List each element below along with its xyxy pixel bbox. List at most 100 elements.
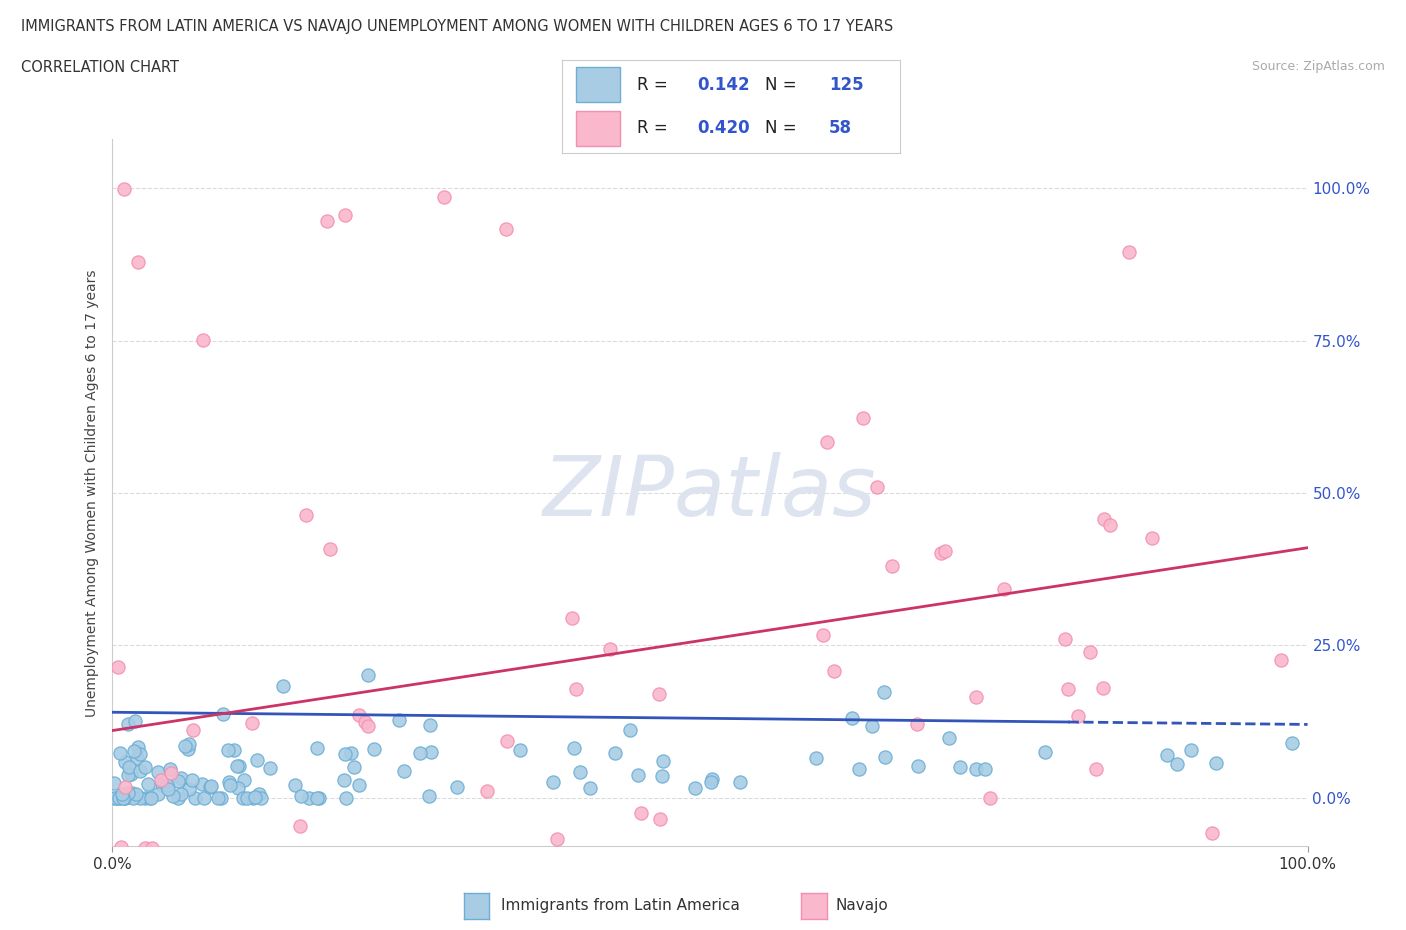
Point: [120, 851, 142, 866]
Point: [217, 743, 239, 758]
Point: [112, 790, 135, 805]
Point: [118, 790, 141, 804]
Point: [934, 543, 956, 558]
Point: [650, 811, 672, 826]
Point: [295, 508, 318, 523]
Point: [307, 790, 329, 805]
Point: [101, 851, 124, 866]
Point: [907, 759, 929, 774]
Point: [114, 181, 136, 196]
Point: [124, 713, 146, 728]
Point: [562, 740, 585, 755]
Point: [240, 716, 263, 731]
Point: [1054, 631, 1077, 646]
Point: [219, 777, 242, 792]
Point: [1201, 825, 1223, 840]
Point: [218, 775, 240, 790]
Text: N =: N =: [765, 75, 796, 94]
Point: [128, 747, 150, 762]
Text: IMMIGRANTS FROM LATIN AMERICA VS NAVAJO UNEMPLOYMENT AMONG WOMEN WITH CHILDREN A: IMMIGRANTS FROM LATIN AMERICA VS NAVAJO …: [21, 19, 893, 33]
Text: CORRELATION CHART: CORRELATION CHART: [21, 60, 179, 75]
Point: [177, 737, 200, 751]
Point: [181, 773, 204, 788]
Point: [973, 762, 995, 777]
Point: [232, 790, 254, 805]
Point: [298, 790, 321, 805]
Point: [127, 255, 149, 270]
Point: [170, 771, 193, 786]
Point: [619, 723, 641, 737]
Point: [184, 790, 207, 805]
Point: [284, 777, 307, 792]
Point: [335, 747, 357, 762]
Point: [117, 767, 139, 782]
Point: [495, 221, 517, 236]
Point: [1205, 755, 1227, 770]
Point: [363, 741, 385, 756]
Point: [905, 716, 928, 731]
Point: [177, 742, 200, 757]
Point: [288, 818, 311, 833]
Text: Navajo: Navajo: [835, 898, 889, 913]
Point: [419, 718, 441, 733]
Point: [599, 642, 621, 657]
Point: [173, 739, 195, 754]
Point: [1140, 531, 1163, 546]
Point: [226, 780, 249, 795]
Point: [848, 761, 870, 776]
Point: [418, 789, 440, 804]
Point: [392, 764, 415, 778]
Point: [198, 780, 221, 795]
Point: [200, 778, 222, 793]
Point: [409, 745, 432, 760]
Point: [134, 760, 156, 775]
Point: [1092, 512, 1115, 526]
Point: [136, 777, 159, 791]
Point: [475, 783, 498, 798]
Point: [177, 781, 200, 796]
Text: 0.142: 0.142: [697, 75, 749, 94]
Point: [236, 790, 259, 805]
Point: [271, 679, 294, 694]
FancyBboxPatch shape: [576, 111, 620, 146]
Point: [965, 762, 987, 777]
Point: [1057, 681, 1080, 696]
Point: [347, 777, 370, 792]
Point: [568, 764, 591, 779]
Point: [1067, 709, 1090, 724]
Point: [700, 774, 723, 789]
Point: [949, 760, 972, 775]
Point: [243, 790, 266, 805]
Text: ZIPatlas: ZIPatlas: [543, 452, 877, 534]
Point: [117, 717, 139, 732]
Point: [806, 751, 828, 765]
Point: [141, 841, 163, 856]
Point: [128, 790, 150, 805]
Point: [207, 790, 229, 805]
Point: [162, 789, 184, 804]
Point: [1281, 736, 1303, 751]
Point: [1084, 762, 1107, 777]
FancyBboxPatch shape: [576, 67, 620, 102]
Point: [446, 779, 468, 794]
Point: [124, 743, 146, 758]
Point: [307, 740, 329, 755]
Point: [259, 760, 281, 775]
Point: [388, 712, 411, 727]
Point: [730, 774, 752, 789]
Point: [938, 731, 960, 746]
Point: [1270, 653, 1292, 668]
Point: [114, 790, 136, 805]
Point: [246, 752, 269, 767]
Point: [290, 789, 312, 804]
Point: [841, 711, 863, 725]
Point: [228, 759, 250, 774]
Point: [121, 786, 143, 801]
Point: [110, 787, 132, 802]
Point: [683, 780, 706, 795]
Y-axis label: Unemployment Among Women with Children Ages 6 to 17 years: Unemployment Among Women with Children A…: [86, 269, 100, 717]
Point: [880, 559, 903, 574]
Point: [811, 628, 834, 643]
Point: [148, 787, 170, 802]
Text: 0.420: 0.420: [697, 119, 749, 138]
